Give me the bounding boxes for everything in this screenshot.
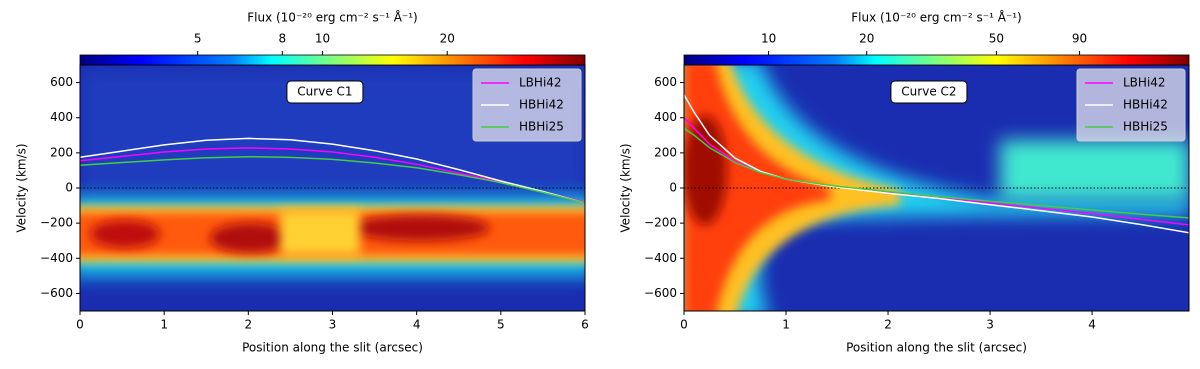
legend-label: HBHi42 — [1123, 98, 1168, 112]
y-tick-label: −600 — [40, 286, 73, 300]
y-axis-label: Velocity (km/s) — [619, 143, 633, 232]
y-tick-label: −600 — [644, 286, 677, 300]
y-tick-label: −400 — [40, 251, 73, 265]
x-tick-label: 3 — [329, 318, 337, 332]
y-tick-label: 0 — [65, 181, 73, 195]
x-tick-label: 1 — [782, 318, 790, 332]
y-tick-label: 400 — [654, 110, 677, 124]
plot-layer — [684, 94, 1189, 234]
annotation-box — [286, 80, 364, 104]
annotation-box — [890, 80, 968, 104]
colorbar-tick-label: 5 — [194, 32, 202, 46]
legend-label: HBHi42 — [519, 98, 564, 112]
annotation: Curve C2 — [901, 85, 956, 99]
model-curve — [80, 137, 585, 204]
x-tick-label: 6 — [581, 318, 589, 332]
model-curve — [684, 94, 1189, 234]
colorbar-tick-label: 20 — [859, 32, 874, 46]
legend-box — [472, 68, 582, 142]
annotation: Curve C1 — [297, 85, 352, 99]
y-tick-label: 200 — [50, 145, 73, 159]
plot-layer — [80, 137, 585, 204]
x-tick-label: 4 — [1088, 318, 1096, 332]
x-tick-label: 0 — [76, 318, 84, 332]
x-tick-label: 3 — [986, 318, 994, 332]
y-tick-label: −200 — [40, 216, 73, 230]
colorbar-tick-label: 50 — [989, 32, 1004, 46]
y-tick-label: −400 — [644, 251, 677, 265]
legend-box — [1076, 68, 1186, 142]
x-tick-label: 2 — [884, 318, 892, 332]
y-tick-label: 600 — [654, 75, 677, 89]
y-tick-label: 400 — [50, 110, 73, 124]
colorbar-label: Flux (10⁻²⁰ erg cm⁻² s⁻¹ Å⁻¹) — [851, 10, 1022, 25]
colorbar-tick-label: 90 — [1072, 32, 1087, 46]
x-tick-label: 4 — [413, 318, 421, 332]
model-curve — [80, 155, 585, 204]
colorbar-label: Flux (10⁻²⁰ erg cm⁻² s⁻¹ Å⁻¹) — [247, 10, 418, 25]
legend-label: HBHi25 — [519, 120, 564, 134]
y-tick-label: 200 — [654, 145, 677, 159]
legend-label: LBHi42 — [1123, 76, 1166, 90]
x-tick-label: 5 — [497, 318, 505, 332]
colorbar-tick-label: 8 — [278, 32, 286, 46]
x-axis-label: Position along the slit (arcsec) — [846, 341, 1027, 355]
legend-label: LBHi42 — [519, 76, 562, 90]
x-axis-label: Position along the slit (arcsec) — [242, 341, 423, 355]
colorbar-tick-label: 10 — [315, 32, 330, 46]
y-tick-label: 600 — [50, 75, 73, 89]
colorbar — [683, 54, 1190, 66]
x-tick-label: 1 — [160, 318, 168, 332]
colorbar-tick-label: 10 — [761, 32, 776, 46]
x-tick-label: 2 — [245, 318, 253, 332]
x-tick-label: 0 — [680, 318, 688, 332]
colorbar-tick-label: 20 — [440, 32, 455, 46]
model-curve — [80, 147, 585, 203]
legend-label: HBHi25 — [1123, 120, 1168, 134]
y-tick-label: 0 — [669, 181, 677, 195]
y-tick-label: −200 — [644, 216, 677, 230]
model-curve — [684, 127, 1189, 219]
y-axis-label: Velocity (km/s) — [15, 143, 29, 232]
colorbar — [79, 54, 586, 66]
